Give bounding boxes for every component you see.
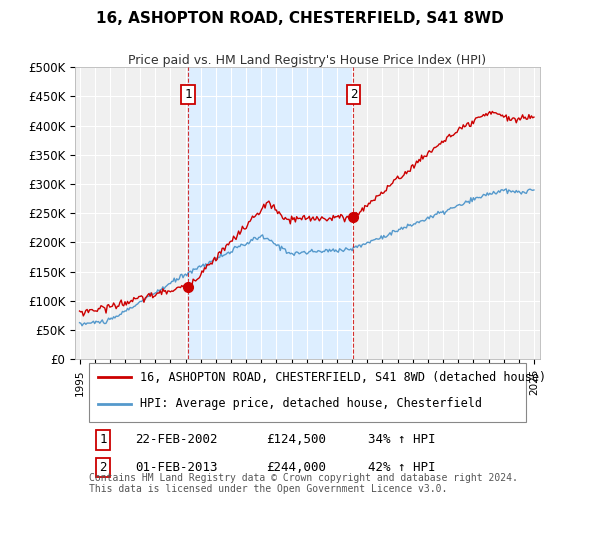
Text: 22-FEB-2002: 22-FEB-2002 — [136, 433, 218, 446]
Text: £244,000: £244,000 — [266, 461, 326, 474]
Text: 16, ASHOPTON ROAD, CHESTERFIELD, S41 8WD: 16, ASHOPTON ROAD, CHESTERFIELD, S41 8WD — [96, 11, 504, 26]
Bar — [188, 67, 353, 360]
Text: £124,500: £124,500 — [266, 433, 326, 446]
Text: 1: 1 — [99, 433, 107, 446]
Text: 2: 2 — [350, 88, 357, 101]
Text: HPI: Average price, detached house, Chesterfield: HPI: Average price, detached house, Ches… — [140, 397, 482, 410]
FancyBboxPatch shape — [89, 363, 526, 422]
Text: 16, ASHOPTON ROAD, CHESTERFIELD, S41 8WD (detached house): 16, ASHOPTON ROAD, CHESTERFIELD, S41 8WD… — [140, 371, 546, 384]
Text: 34% ↑ HPI: 34% ↑ HPI — [368, 433, 436, 446]
Text: 42% ↑ HPI: 42% ↑ HPI — [368, 461, 436, 474]
Text: 01-FEB-2013: 01-FEB-2013 — [136, 461, 218, 474]
Text: 1: 1 — [184, 88, 191, 101]
Text: Contains HM Land Registry data © Crown copyright and database right 2024.
This d: Contains HM Land Registry data © Crown c… — [89, 473, 518, 494]
Title: Price paid vs. HM Land Registry's House Price Index (HPI): Price paid vs. HM Land Registry's House … — [128, 54, 487, 67]
Text: 2: 2 — [99, 461, 107, 474]
